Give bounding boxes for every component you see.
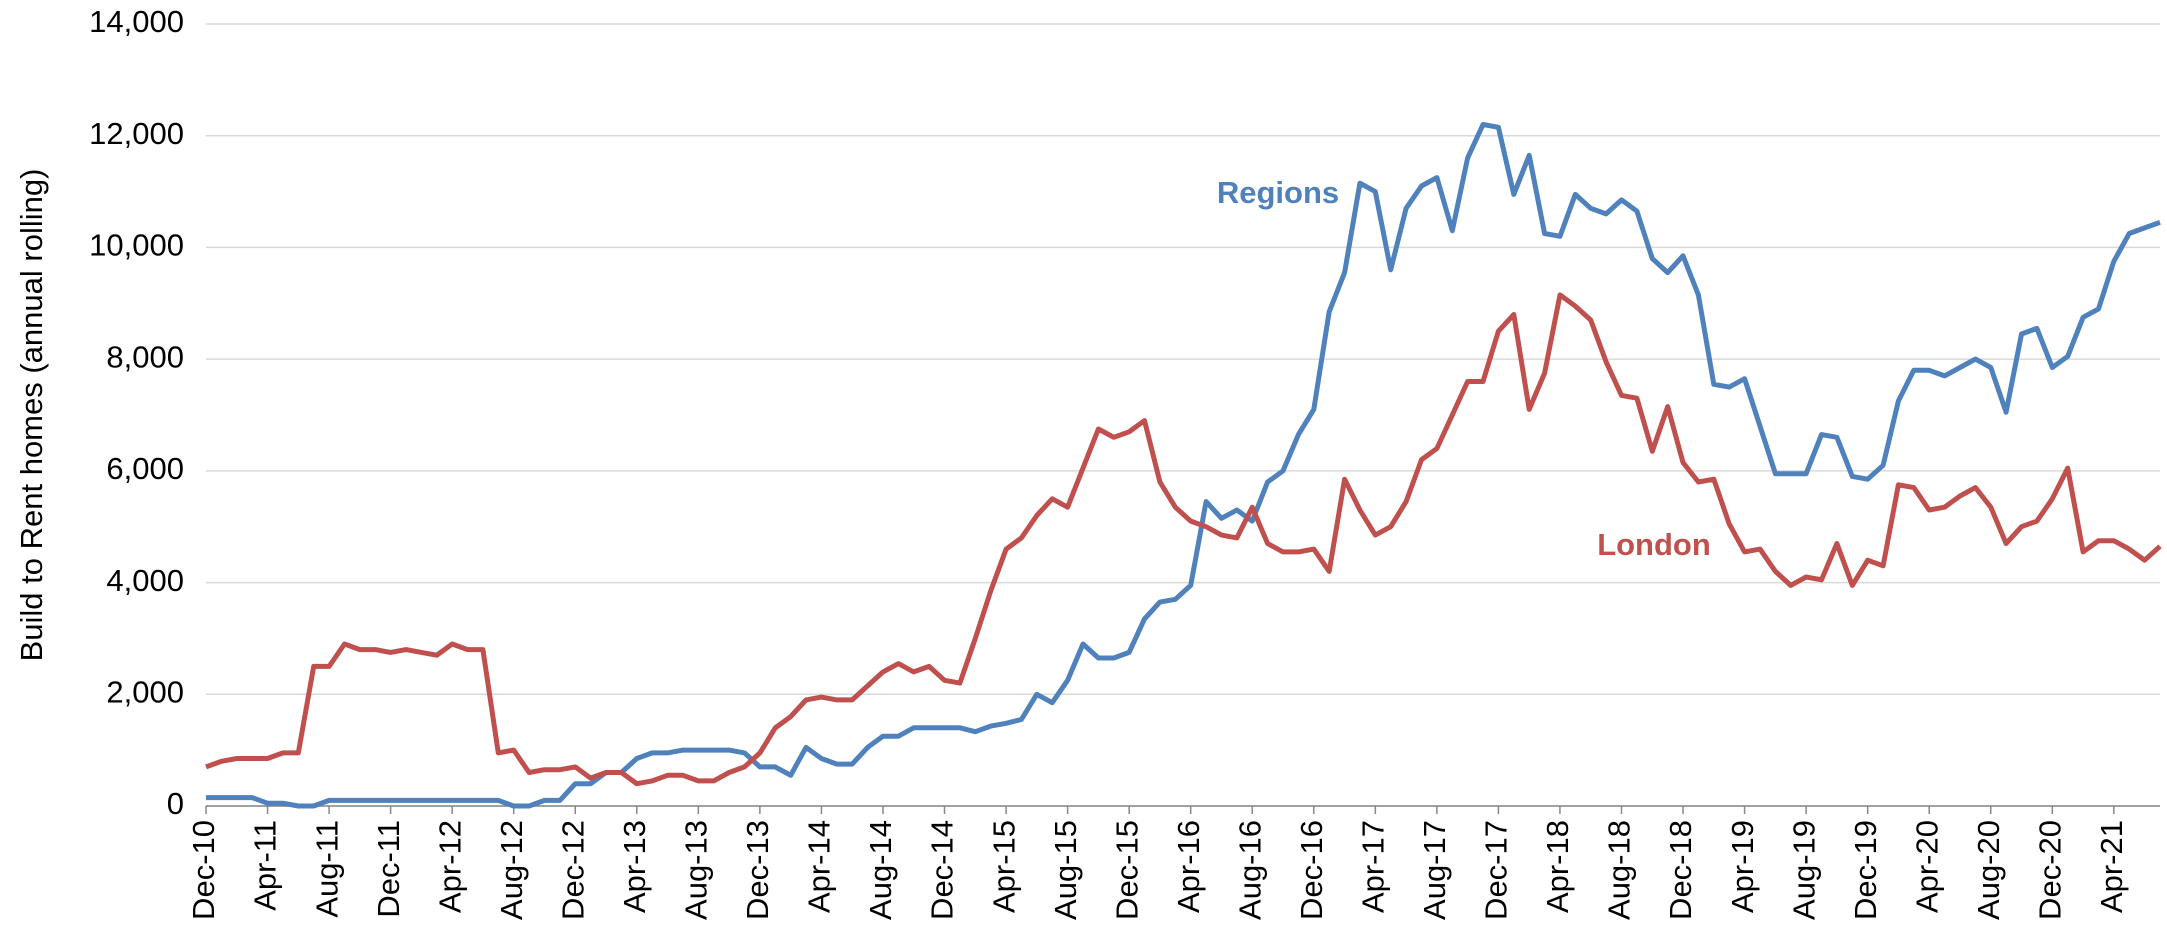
series-label: London	[1597, 527, 1711, 562]
x-tick-label: Apr-11	[248, 820, 283, 911]
x-tick-label: Dec-17	[1479, 820, 1514, 920]
x-tick-label: Apr-14	[802, 820, 837, 913]
y-tick-label: 8,000	[106, 339, 184, 374]
x-tick-label: Aug-16	[1232, 820, 1267, 920]
x-tick-label: Apr-13	[617, 820, 652, 913]
series-line	[205, 292, 2162, 787]
x-tick-label: Aug-14	[863, 820, 898, 920]
x-tick-label: Dec-13	[740, 820, 775, 920]
y-tick-label: 14,000	[89, 4, 184, 39]
x-tick-label: Aug-11	[309, 820, 344, 918]
x-tick-label: Apr-19	[1725, 820, 1760, 913]
x-tick-label: Apr-18	[1540, 820, 1575, 913]
x-tick-label: Aug-20	[1971, 820, 2006, 920]
x-tick-label: Apr-12	[432, 820, 467, 913]
y-tick-label: 12,000	[89, 116, 184, 151]
series-label: Regions	[1217, 175, 1339, 210]
x-tick-label: Apr-21	[2094, 820, 2129, 913]
x-tick-label: Dec-10	[186, 820, 221, 920]
x-tick-label: Dec-15	[1109, 820, 1144, 920]
y-tick-label: 6,000	[106, 451, 184, 486]
x-tick-label: Apr-15	[986, 820, 1021, 913]
series-line	[206, 122, 2161, 809]
x-tick-label: Dec-20	[2032, 820, 2067, 920]
x-tick-label: Apr-20	[1909, 820, 1944, 913]
y-tick-label: 4,000	[106, 563, 184, 598]
y-tick-label: 10,000	[89, 228, 184, 263]
x-tick-label: Aug-13	[679, 820, 714, 920]
x-tick-label: Aug-12	[494, 820, 529, 920]
y-tick-label: 2,000	[106, 674, 184, 709]
x-tick-label: Apr-16	[1171, 820, 1206, 913]
x-tick-label: Dec-16	[1294, 820, 1329, 920]
x-tick-label: Apr-17	[1356, 820, 1391, 913]
x-tick-label: Dec-14	[925, 820, 960, 920]
y-tick-label: 0	[167, 786, 184, 821]
x-tick-label: Dec-19	[1848, 820, 1883, 920]
x-tick-label: Dec-12	[555, 820, 590, 920]
x-tick-label: Aug-15	[1048, 820, 1083, 920]
y-axis-title: Build to Rent homes (annual rolling)	[14, 169, 49, 662]
x-tick-label: Aug-17	[1417, 820, 1452, 920]
x-tick-label: Dec-11	[371, 820, 406, 918]
x-tick-label: Aug-19	[1786, 820, 1821, 920]
x-tick-label: Dec-18	[1663, 820, 1698, 920]
x-tick-label: Aug-18	[1602, 820, 1637, 920]
